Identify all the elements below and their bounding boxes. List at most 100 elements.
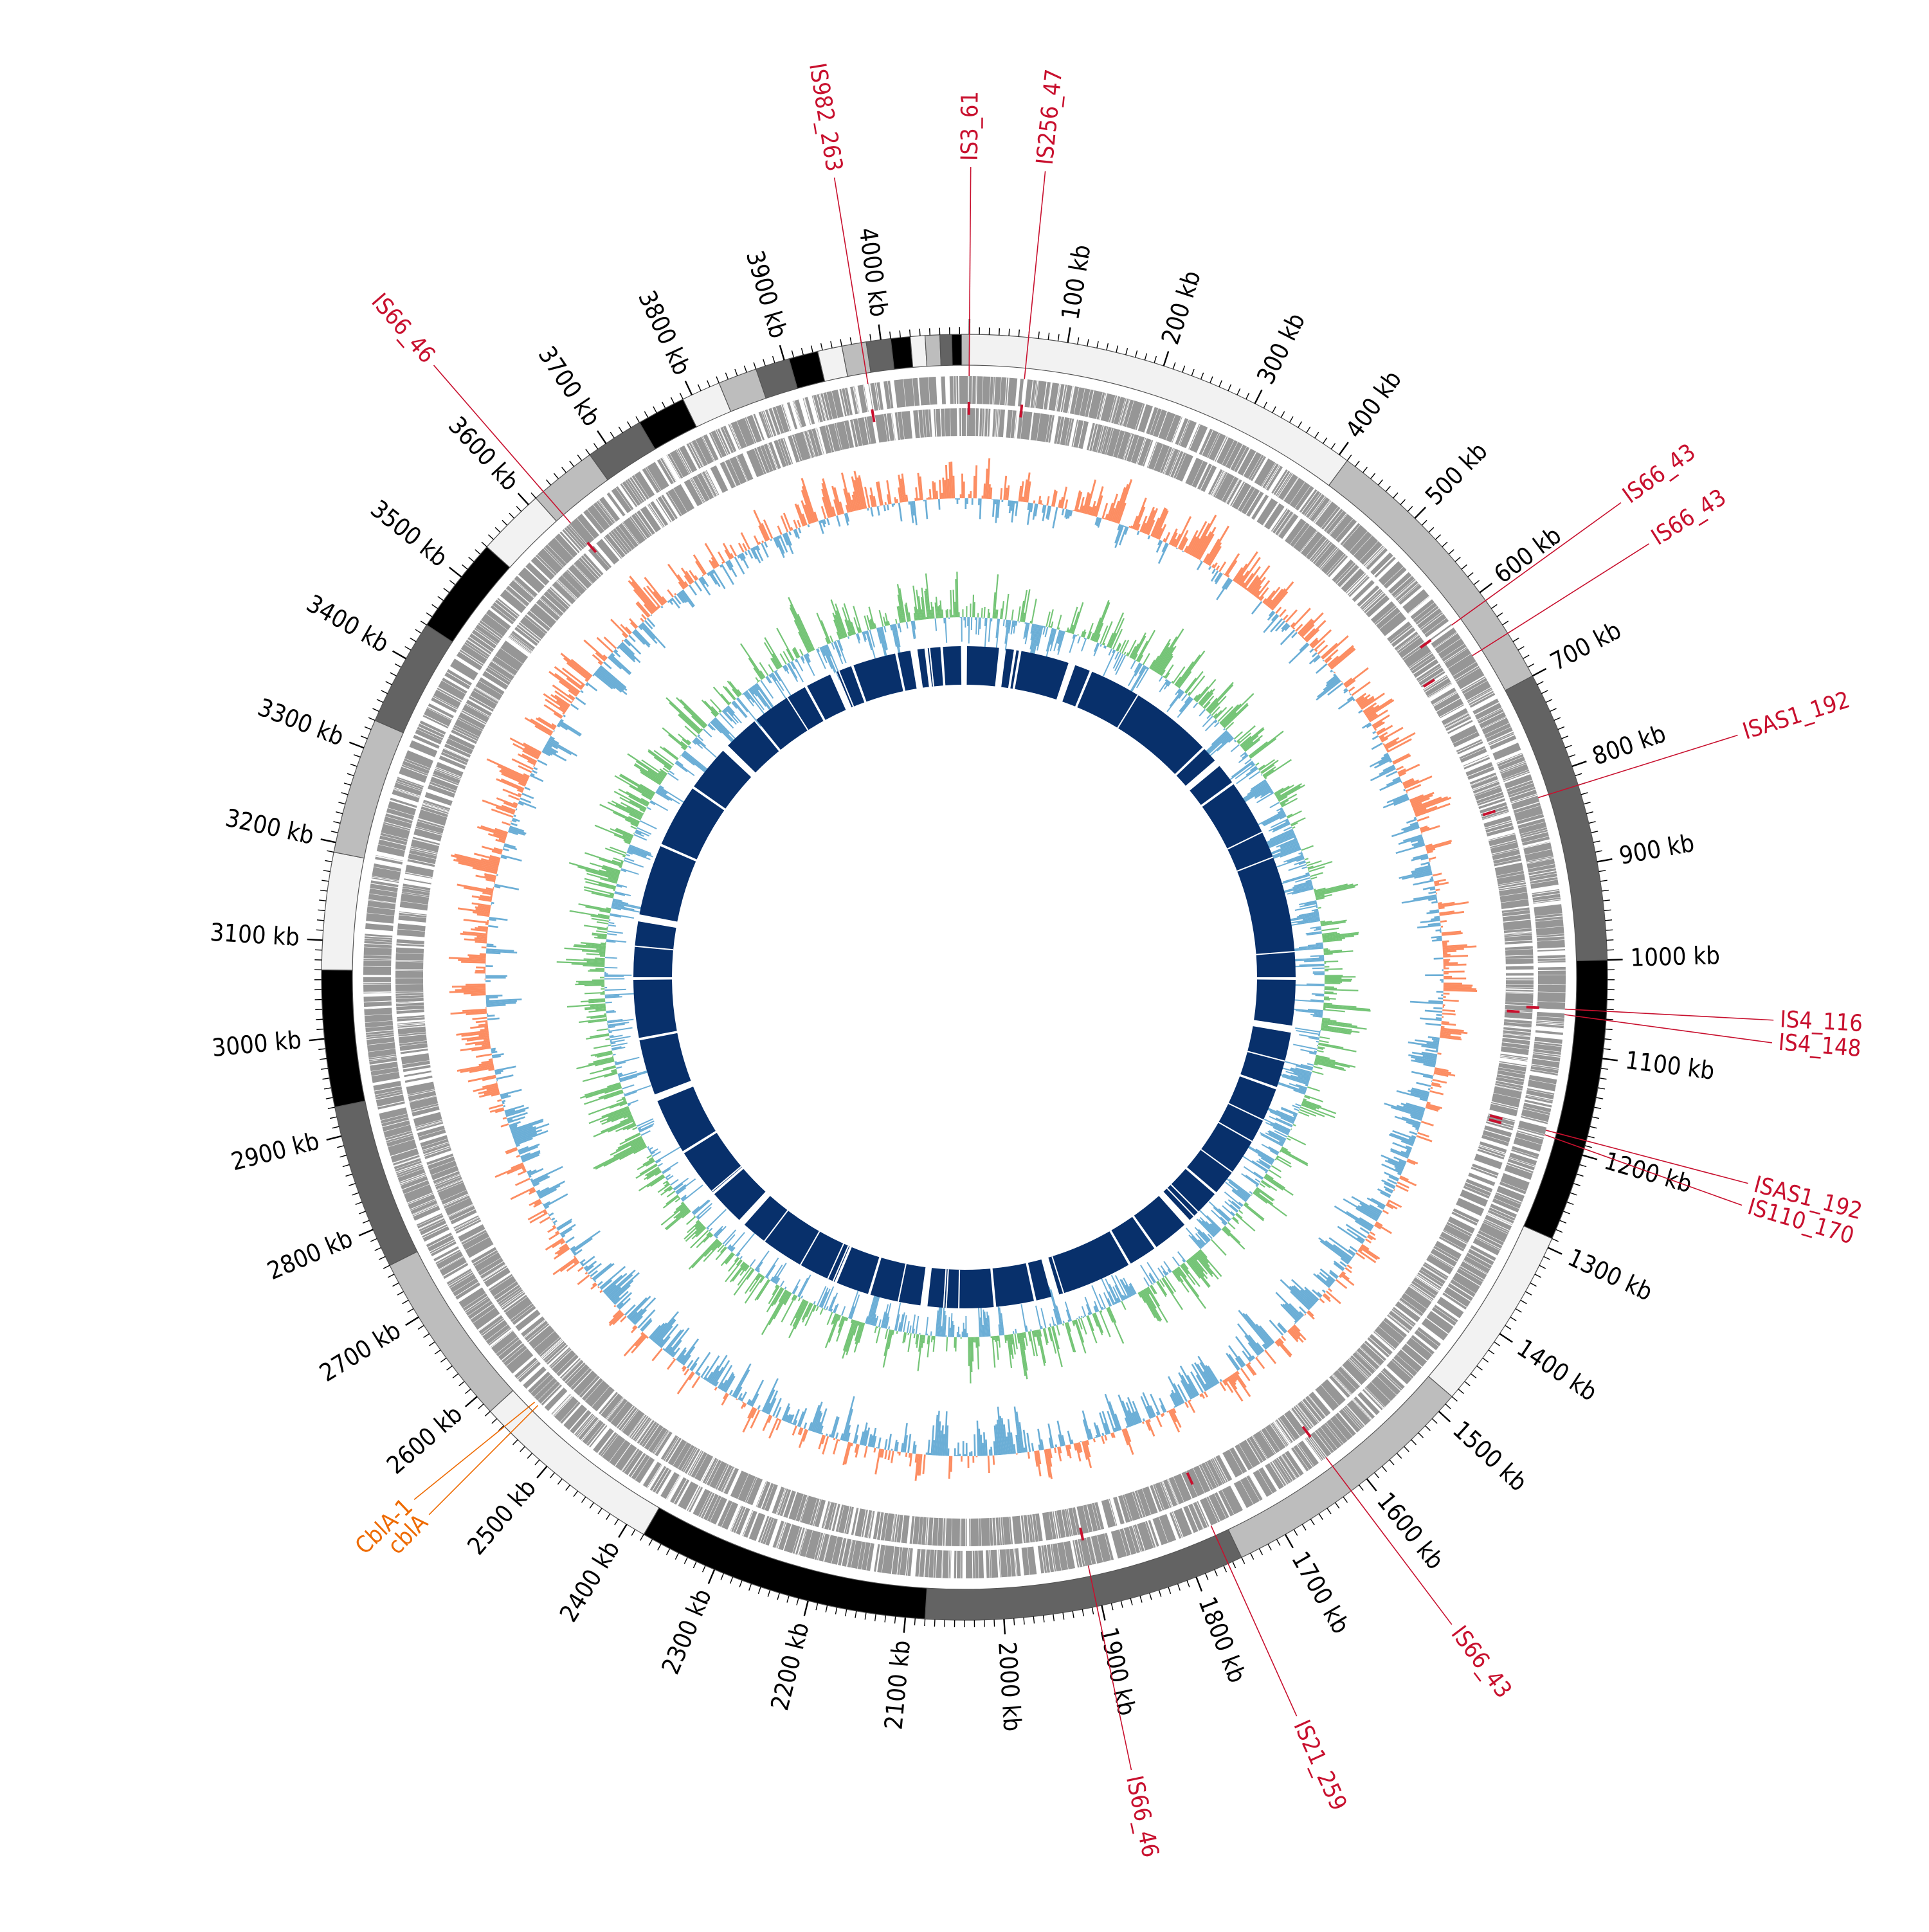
major-tick <box>1255 390 1262 403</box>
ideogram-block <box>322 970 365 1107</box>
minor-tick <box>801 348 803 355</box>
minor-tick <box>365 727 371 729</box>
minor-tick <box>1210 377 1213 383</box>
signal-bar <box>891 1451 894 1463</box>
signal-bar <box>1372 735 1379 740</box>
major-tick <box>1608 959 1623 960</box>
cds-feature <box>979 1519 982 1546</box>
signal-bar <box>1304 1314 1306 1315</box>
signal-bar <box>925 500 928 519</box>
minor-tick <box>418 1326 424 1330</box>
minor-tick <box>1390 1459 1394 1465</box>
minor-tick <box>1546 700 1552 703</box>
minor-tick <box>390 673 397 676</box>
minor-tick <box>1294 1530 1298 1535</box>
mobile-element-mark <box>872 410 874 422</box>
cds-feature <box>1505 949 1534 959</box>
minor-tick <box>590 1503 593 1508</box>
minor-tick <box>934 1620 935 1627</box>
minor-tick <box>816 1603 818 1611</box>
ideogram-block <box>952 334 962 365</box>
minor-tick <box>424 1333 430 1337</box>
signal-bar <box>974 1434 975 1456</box>
cds-feature <box>363 977 391 982</box>
signal-bar <box>1251 601 1262 615</box>
signal-bar <box>957 1443 959 1456</box>
ideogram-block <box>322 852 364 970</box>
minor-tick <box>426 613 432 617</box>
major-tick <box>1415 507 1426 518</box>
signal-bar <box>1188 1400 1195 1413</box>
minor-tick <box>527 1453 532 1458</box>
minor-tick <box>840 339 842 347</box>
tick-label: 3500 kb <box>365 494 453 572</box>
minor-tick <box>379 1256 385 1259</box>
signal-bar <box>604 636 617 649</box>
tick-label: 600 kb <box>1489 521 1566 589</box>
signal-bar <box>553 730 555 732</box>
minor-tick <box>1111 1603 1113 1611</box>
signal-bar <box>518 765 532 773</box>
minor-tick <box>1603 900 1610 901</box>
cds-feature <box>395 978 423 984</box>
minor-tick <box>1159 1590 1161 1596</box>
signal-bar <box>1082 1411 1092 1440</box>
signal-bar <box>493 887 494 889</box>
minor-tick <box>327 851 334 852</box>
signal-bar <box>798 528 801 534</box>
signal-bar <box>959 1454 961 1456</box>
minor-tick <box>1573 1184 1580 1186</box>
minor-tick <box>516 506 521 511</box>
signal-bar <box>494 1164 524 1178</box>
signal-bar <box>661 606 664 608</box>
tick-label: 1300 kb <box>1564 1243 1657 1306</box>
cds-feature <box>933 1550 942 1578</box>
cds-gap <box>1538 963 1566 964</box>
signal-bar <box>770 539 772 541</box>
minor-tick <box>489 535 494 539</box>
signal-bar <box>1441 981 1444 983</box>
signal-bar <box>1279 609 1287 617</box>
signal-bar <box>1313 1066 1322 1070</box>
signal-bar <box>1322 1289 1326 1293</box>
minor-tick <box>1191 369 1194 375</box>
signal-bar <box>1441 926 1444 928</box>
minor-tick <box>1491 604 1497 608</box>
minor-tick <box>787 1596 789 1603</box>
minor-tick <box>453 1374 458 1378</box>
signal-bar <box>1101 1436 1105 1444</box>
minor-tick <box>562 467 566 473</box>
minor-tick <box>693 1562 696 1568</box>
signal-bar <box>1011 609 1014 620</box>
cds-feature <box>983 376 990 404</box>
signal-bar <box>1318 907 1321 909</box>
cds-feature <box>959 408 967 436</box>
signal-bar <box>485 975 507 977</box>
signal-bar <box>754 536 759 545</box>
minor-tick <box>619 427 622 433</box>
signal-bar <box>1052 507 1058 528</box>
signal-bar <box>1081 638 1087 652</box>
minor-tick <box>381 691 388 694</box>
gc-content-track <box>557 572 1371 1383</box>
signal-bar <box>991 618 992 622</box>
signal-bar <box>1101 1433 1104 1436</box>
minor-tick <box>1359 1485 1364 1491</box>
minor-tick <box>1541 691 1548 694</box>
signal-bar <box>797 520 801 528</box>
signal-bar <box>864 1446 867 1458</box>
minor-tick <box>337 1146 344 1148</box>
minor-tick <box>1073 1611 1074 1618</box>
signal-bar <box>992 499 995 517</box>
signal-bar <box>613 1305 616 1308</box>
signal-bar <box>651 1348 662 1361</box>
cds-feature <box>1538 961 1566 962</box>
minor-tick <box>546 480 550 485</box>
signal-bar <box>1031 1443 1035 1451</box>
signal-bar <box>1417 816 1429 822</box>
minor-tick <box>1092 1607 1093 1614</box>
signal-bar <box>982 496 984 499</box>
cds-feature <box>952 1519 960 1546</box>
minor-tick <box>388 1274 394 1277</box>
signal-bar <box>487 1018 500 1020</box>
